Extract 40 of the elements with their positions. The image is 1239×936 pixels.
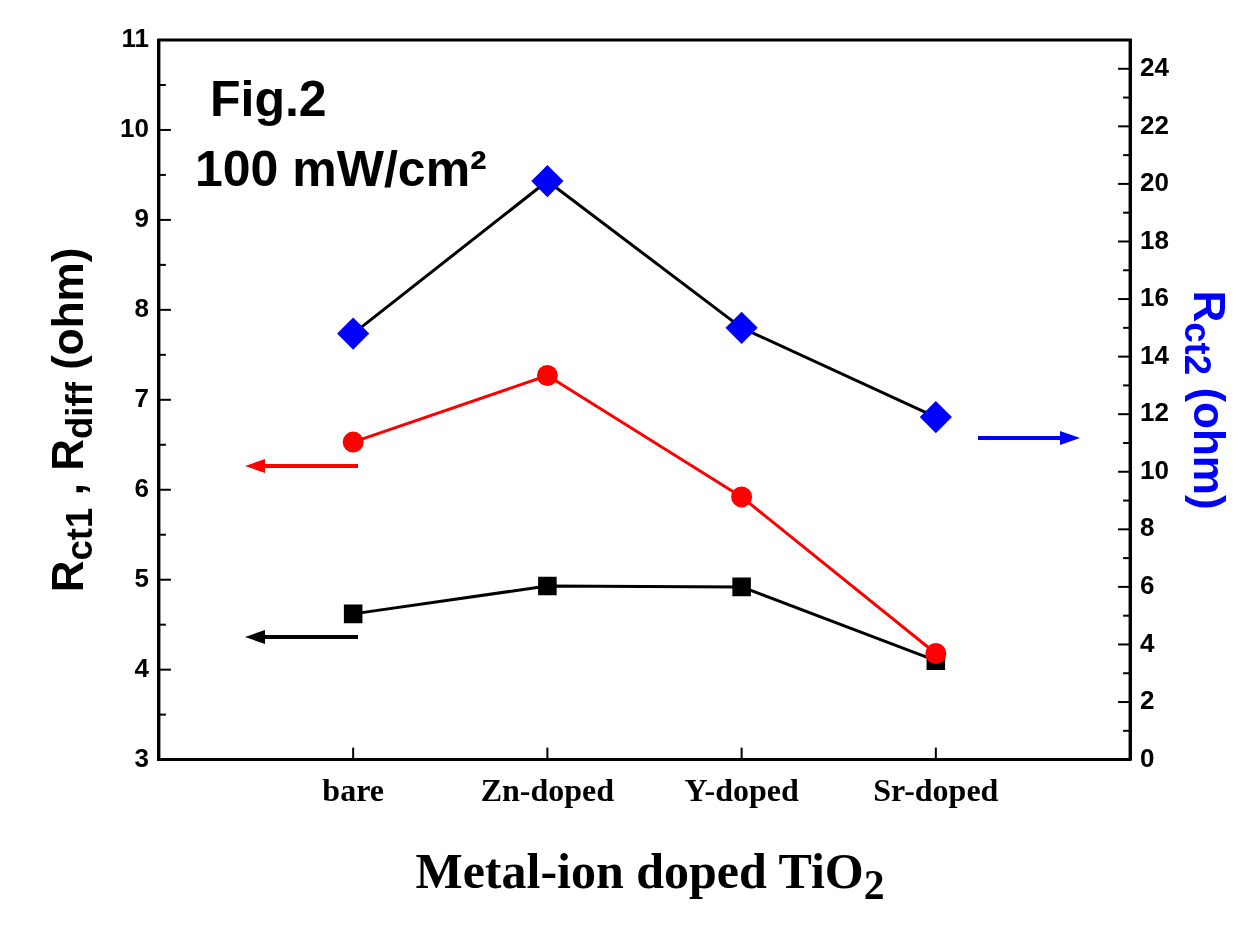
x-tick-label: Zn-doped [480,772,615,809]
y-tick-label: 4 [134,652,150,683]
point [925,642,947,664]
x-tick-label: bare [322,772,384,809]
y2-tick-label: 22 [1140,109,1169,140]
y2-tick-label: 10 [1140,454,1169,485]
point [538,576,557,596]
x-tick-label: Sr-doped [873,772,999,809]
y2-tick-label: 6 [1140,570,1155,601]
y-tick-label: 10 [120,113,149,144]
point [731,486,753,508]
y2-tick-label: 0 [1140,742,1155,773]
y2-tick-label: 20 [1140,167,1169,198]
y2-tick-label: 8 [1140,512,1155,543]
y-tick-label: 7 [134,382,149,413]
y-tick-label: 8 [134,293,149,324]
y2-tick-label: 12 [1140,397,1169,428]
annotation: Fig.2 [210,70,327,128]
annotation: 100 mW/cm² [195,140,487,198]
y2-tick-label: 14 [1140,339,1170,370]
point [337,318,369,350]
y2-tick-label: 2 [1140,685,1155,716]
point [726,312,758,344]
point [732,577,751,597]
y-tick-label: 5 [134,562,149,593]
y2-tick-label: 24 [1140,51,1170,82]
point [536,365,558,387]
y-tick-label: 6 [134,472,149,503]
point [920,401,952,433]
point [342,431,364,453]
x-tick-label: Y-doped [684,772,800,809]
y2-tick-label: 18 [1140,224,1169,255]
point [343,604,363,624]
x-axis-title: Metal-ion doped TiO$_{2}$ [415,841,885,909]
point [531,165,563,197]
y-tick-label: 3 [134,742,149,773]
y2-tick-label: 4 [1140,627,1156,658]
y2-tick-label: 16 [1140,282,1169,313]
y-tick-label: 11 [121,23,149,54]
y-tick-label: 9 [134,203,149,234]
